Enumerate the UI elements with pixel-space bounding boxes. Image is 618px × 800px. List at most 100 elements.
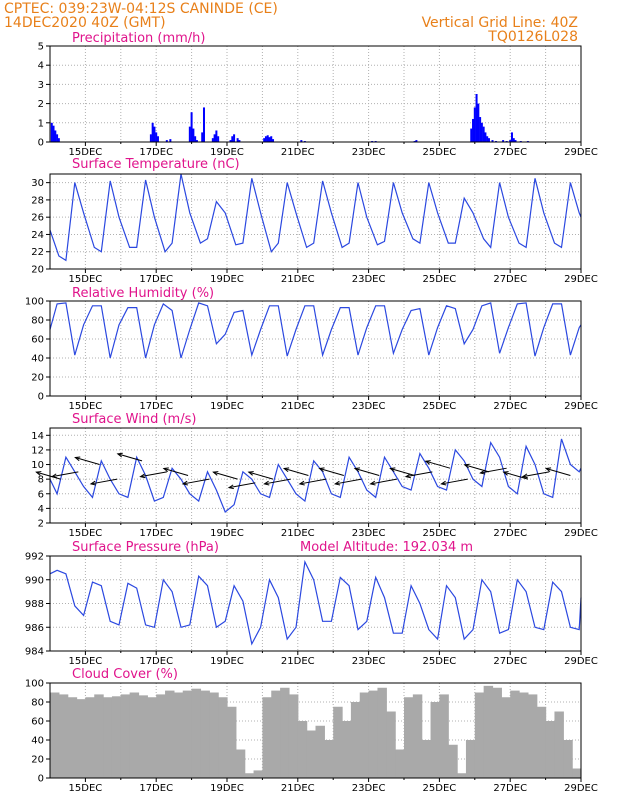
cloud-cover-bar <box>465 740 476 778</box>
header-model-id: TQ0126L028 <box>487 29 578 45</box>
precipitation-bar <box>264 136 267 142</box>
precipitation-bar <box>472 118 475 142</box>
cloud-cover-frame <box>49 682 582 779</box>
precipitation-bar <box>270 136 273 142</box>
precipitation-bar <box>487 138 490 142</box>
cloud-cover-bar <box>439 694 449 778</box>
precipitation-bar <box>153 126 156 142</box>
cloud-cover-bar <box>280 687 290 778</box>
cloud-cover-bar <box>120 694 131 778</box>
title-wind: Surface Wind (m/s) <box>72 412 196 427</box>
wind-vector-head <box>424 460 431 465</box>
precipitation-bar <box>263 138 266 142</box>
cloud-cover-bar <box>536 706 547 778</box>
cloud-cover-xtick-label: 19DEC <box>210 783 244 794</box>
cloud-cover-bar <box>342 721 352 778</box>
precipitation-bar <box>509 140 512 142</box>
precipitation-ytick-label: 4 <box>38 61 44 72</box>
wind-vector-head <box>181 480 188 486</box>
cloud-cover-bar <box>147 697 157 778</box>
precipitation-bar <box>202 107 205 142</box>
humidity-xtick-label: 21DEC <box>281 401 315 412</box>
cloud-cover-ytick-label: 60 <box>31 717 44 728</box>
pressure-xtick-label: 27DEC <box>493 656 527 667</box>
cloud-cover-bar <box>563 740 573 778</box>
cloud-cover-bar <box>492 687 502 778</box>
wind-vector-arrow <box>248 471 274 480</box>
cloud-cover-bar <box>306 730 317 778</box>
cloud-cover-bar <box>191 688 202 778</box>
wind-ytick-label: 2 <box>38 519 44 530</box>
precipitation-bar <box>201 132 204 142</box>
cloud-cover-xtick-label: 17DEC <box>139 783 173 794</box>
precipitation-bar <box>217 136 220 142</box>
precipitation-bar <box>169 139 172 142</box>
wind-vector-arrow <box>545 468 571 476</box>
wind-vector-head <box>353 467 360 473</box>
wind-vector-arrow <box>425 460 451 469</box>
wind-vector-arrow <box>522 471 550 478</box>
cloud-cover-bar <box>156 694 166 778</box>
wind-frame <box>49 427 582 524</box>
wind-vector-head <box>318 467 325 473</box>
humidity-ytick-label: 40 <box>31 354 44 365</box>
precipitation-ytick-label: 2 <box>38 99 44 110</box>
pressure-xtick-label: 29DEC <box>564 656 598 667</box>
wind-ytick-label: 10 <box>31 460 44 471</box>
precipitation-bar <box>491 140 494 142</box>
pressure-xtick-label: 25DEC <box>423 656 457 667</box>
temperature-xtick-label: 15DEC <box>69 274 103 285</box>
temperature-ytick-label: 20 <box>31 265 44 276</box>
precipitation-bar <box>272 139 275 142</box>
humidity-xtick-label: 23DEC <box>352 401 386 412</box>
cloud-cover-bar <box>554 711 564 778</box>
title-cloud-cover: Cloud Cover (%) <box>72 667 178 682</box>
wind-ytick-label: 14 <box>31 431 44 442</box>
wind-ytick-label: 4 <box>38 504 44 515</box>
wind-vector-arrow <box>163 468 189 476</box>
cloud-cover-bar <box>209 692 219 778</box>
cloud-cover-bar <box>253 770 263 778</box>
wind-vector-head <box>282 467 290 473</box>
temperature-series-line <box>49 173 582 262</box>
precipitation-xtick-label: 19DEC <box>210 147 244 158</box>
cloud-cover-bar <box>386 711 396 778</box>
temperature-ytick-label: 30 <box>31 178 44 189</box>
wind-ytick-label: 12 <box>31 445 44 456</box>
pressure-series-line <box>49 559 582 646</box>
humidity-xtick-label: 17DEC <box>139 401 173 412</box>
wind-vector-head <box>544 467 552 473</box>
precipitation-xtick-label: 29DEC <box>564 147 598 158</box>
humidity-ytick-label: 80 <box>31 316 44 327</box>
precipitation-bar <box>195 140 198 142</box>
cloud-cover-bar <box>262 697 272 778</box>
humidity-xtick-label: 29DEC <box>564 401 598 412</box>
title-humidity: Relative Humidity (%) <box>72 286 214 301</box>
precipitation-bar <box>479 117 482 142</box>
precipitation-bar <box>213 134 216 142</box>
precipitation-bar <box>165 140 168 142</box>
wind-vector-head <box>139 473 146 479</box>
temperature-xtick-label: 23DEC <box>352 274 386 285</box>
temperature-ytick-label: 22 <box>31 247 44 258</box>
precipitation-ytick-label: 5 <box>38 42 44 53</box>
wind-vector-arrow <box>335 478 362 485</box>
header-grid-line: Vertical Grid Line: 40Z <box>422 15 578 31</box>
wind-vector-arrow <box>370 478 398 485</box>
cloud-cover-xtick-label: 25DEC <box>423 783 457 794</box>
wind-vector-head <box>502 471 509 476</box>
precipitation-xtick-label: 27DEC <box>493 147 527 158</box>
cloud-cover-bar <box>103 697 113 778</box>
cloud-cover-bar <box>545 721 556 778</box>
wind-vector-head <box>212 471 219 476</box>
cloud-cover-bar <box>200 690 210 778</box>
cloud-cover-bar <box>483 685 494 778</box>
cloud-cover-bar <box>359 692 370 778</box>
header-date: 14DEC2020 40Z (GMT) <box>4 15 166 31</box>
temperature-xtick-label: 25DEC <box>423 274 457 285</box>
humidity-ytick-label: 60 <box>31 335 44 346</box>
cloud-cover-ytick-label: 80 <box>31 698 44 709</box>
wind-xtick-label: 25DEC <box>423 528 457 539</box>
wind-xtick-label: 17DEC <box>139 528 173 539</box>
cloud-cover-bar <box>165 690 175 778</box>
